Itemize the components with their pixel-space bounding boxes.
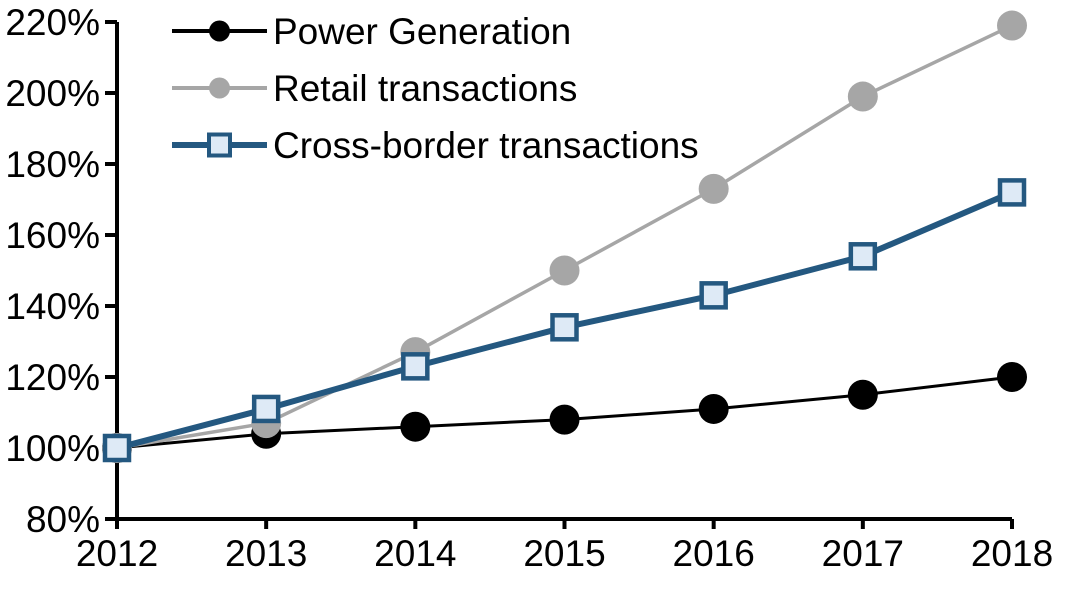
series-marker-power-generation <box>997 362 1027 392</box>
series-marker-retail-transactions <box>549 255 580 286</box>
series-marker-cross-border-transactions <box>102 433 132 463</box>
x-axis-label: 2012 <box>76 533 158 574</box>
series-marker-cross-border-transactions <box>550 313 579 342</box>
legend-swatch-marker-power-generation <box>209 20 230 42</box>
x-axis-label: 2018 <box>971 533 1053 574</box>
series-marker-retail-transactions <box>997 10 1027 41</box>
series-marker-power-generation <box>698 393 729 424</box>
series-marker-retail-transactions <box>698 173 729 204</box>
y-axis-label: 180% <box>5 144 100 185</box>
series-marker-cross-border-transactions <box>848 242 878 271</box>
series-marker-power-generation <box>847 379 878 410</box>
legend-label-retail-transactions: Retail transactions <box>273 68 577 109</box>
series-marker-cross-border-transactions <box>699 281 728 310</box>
x-axis-label: 2015 <box>523 533 605 574</box>
x-axis-label: 2014 <box>374 533 456 574</box>
y-axis-label: 100% <box>5 428 100 469</box>
legend-swatch-marker-cross-border-transactions <box>207 132 232 158</box>
series-marker-power-generation <box>400 411 431 442</box>
x-axis-label: 2016 <box>673 533 755 574</box>
y-axis-label: 200% <box>5 73 100 114</box>
x-axis-label: 2013 <box>225 533 307 574</box>
y-axis-label: 80% <box>26 499 100 540</box>
legend-swatch-marker-retail-transactions <box>209 77 230 99</box>
y-axis-label: 140% <box>5 286 100 327</box>
series-marker-power-generation <box>549 404 580 435</box>
y-axis-label: 120% <box>5 357 100 398</box>
y-axis-label: 160% <box>5 215 100 256</box>
series-marker-cross-border-transactions <box>401 352 430 381</box>
y-axis-label: 220% <box>5 2 100 43</box>
legend-label-power-generation: Power Generation <box>273 11 571 52</box>
legend-label-cross-border-transactions: Cross-border transactions <box>273 125 699 166</box>
series-marker-cross-border-transactions <box>997 178 1027 207</box>
series-marker-cross-border-transactions <box>251 394 281 424</box>
x-axis-label: 2017 <box>822 533 904 574</box>
series-marker-retail-transactions <box>847 81 878 112</box>
